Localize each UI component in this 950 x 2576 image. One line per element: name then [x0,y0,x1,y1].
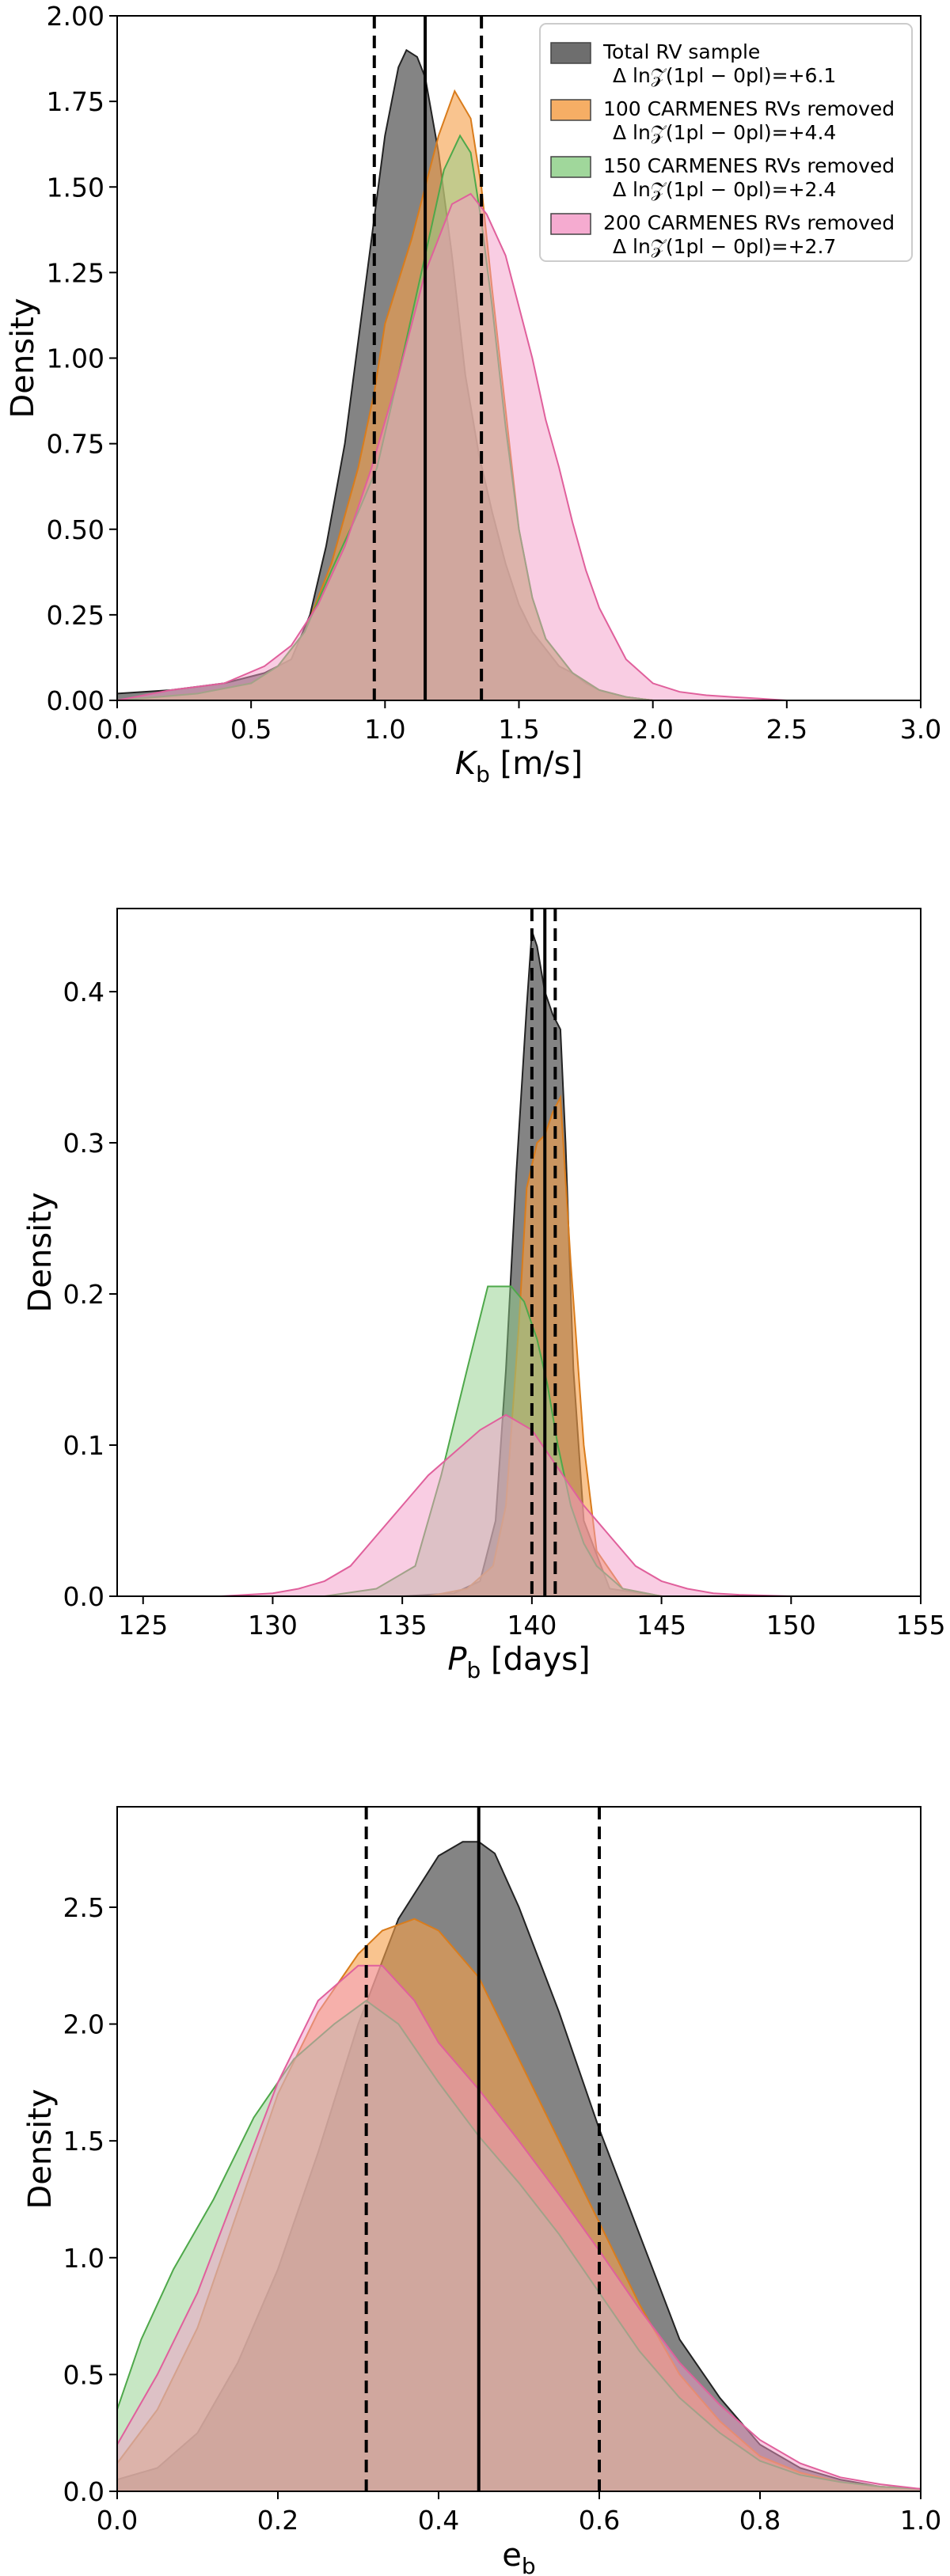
x-tick-label: 155 [896,1610,946,1641]
axes-frame [116,1806,922,2492]
y-tick-label: 0.75 [47,429,104,460]
y-tick-label: 1.50 [47,172,104,203]
y-tick-label: 0.00 [47,685,104,716]
chart-panel-1: 0.0 0.5 1.0 1.5 2.0 2.5 3.0 0.00 0.25 0.50 0.75 1.0… [5,1,941,787]
legend-stat: Δ ln𝒵(1pl − 0pl)=+2.7 [613,235,836,258]
legend-stat: Δ ln𝒵(1pl − 0pl)=+2.4 [613,178,836,201]
legend-swatch [550,99,591,121]
x-tick-label: 1.5 [498,714,539,745]
legend-swatch [550,42,591,64]
x-tick-label: 1.0 [364,714,405,745]
x-axis: 0.0 0.2 0.4 0.6 0.8 1.0 [97,2491,941,2536]
density-area-series-4 [117,1964,921,2491]
y-tick-label: 1.25 [47,257,104,288]
y-tick-label: 0.4 [63,977,104,1007]
x-tick-label: 0.5 [230,714,272,745]
y-axis-label: Density [22,1192,59,1312]
y-axis-label: Density [5,298,41,418]
y-tick-label: 2.0 [63,2009,104,2040]
density-area-series-4 [117,1413,921,1596]
legend-swatch [550,156,591,178]
x-tick-label: 0.0 [97,714,138,745]
y-axis: 0.0 0.1 0.2 0.3 0.4 [63,977,117,1612]
x-tick-label: 145 [636,1610,686,1641]
y-tick-label: 0.3 [63,1128,104,1159]
y-tick-label: 0.25 [47,600,104,631]
chart-panel-3: 0.0 0.2 0.4 0.6 0.8 1.0 0.0 0.5 1.0 1.5 2.0 2.5 eb De… [22,1806,941,2576]
legend-label: 200 CARMENES RVs removed [603,211,895,234]
x-tick-label: 0.6 [579,2505,620,2536]
y-tick-label: 1.5 [63,2126,104,2157]
axes-frame [116,908,922,1597]
y-axis: 0.00 0.25 0.50 0.75 1.00 1.25 1.50 1.75 2.00 [47,1,117,716]
y-tick-label: 0.0 [63,1581,104,1612]
legend-stat: Δ ln𝒵(1pl − 0pl)=+6.1 [613,64,836,87]
density-area-series-4 [117,192,787,700]
plot-area [117,909,921,1596]
x-tick-label: 0.2 [257,2505,298,2536]
x-tick-label: 1.0 [900,2505,941,2536]
x-tick-label: 130 [248,1610,298,1641]
x-tick-label: 150 [766,1610,816,1641]
y-axis-label: Density [22,2088,59,2209]
x-axis-label: eb [502,2537,535,2576]
legend-label: 150 CARMENES RVs removed [603,154,895,177]
legend-box [539,23,913,262]
y-tick-label: 0.0 [63,2476,104,2507]
y-tick-label: 0.5 [63,2359,104,2390]
x-tick-label: 125 [118,1610,168,1641]
y-tick-label: 0.50 [47,514,104,545]
legend-swatch [550,213,591,235]
y-tick-label: 2.00 [47,1,104,32]
x-axis: 125 130 135 140 145 150 155 [118,1596,946,1641]
x-tick-label: 2.0 [632,714,673,745]
x-axis: 0.0 0.5 1.0 1.5 2.0 2.5 3.0 [97,700,941,745]
x-tick-label: 0.8 [739,2505,781,2536]
y-tick-label: 1.0 [63,2243,104,2274]
x-axis-label: Kb [m/s] [455,745,583,787]
legend-label: Total RV sample [602,40,760,63]
y-tick-label: 1.00 [47,343,104,374]
chart-panel-2: 125 130 135 140 145 150 155 0.0 0.1 0.2 0.3 0.4 Pb [… [22,908,946,1683]
x-tick-label: 3.0 [900,714,941,745]
plot-area [117,16,787,700]
x-tick-label: 0.4 [418,2505,459,2536]
x-tick-label: 0.0 [97,2505,138,2536]
legend-stat: Δ ln𝒵(1pl − 0pl)=+4.4 [613,121,836,144]
y-tick-label: 0.1 [63,1430,104,1461]
x-tick-label: 140 [507,1610,557,1641]
x-tick-label: 135 [378,1610,428,1641]
plot-area [117,1807,921,2491]
y-tick-label: 1.75 [47,86,104,117]
x-tick-label: 2.5 [766,714,808,745]
y-tick-label: 0.2 [63,1279,104,1310]
legend-label: 100 CARMENES RVs removed [603,97,895,120]
y-axis: 0.0 0.5 1.0 1.5 2.0 2.5 [63,1892,117,2507]
x-axis-label: Pb [days] [447,1641,590,1683]
y-tick-label: 2.5 [63,1892,104,1923]
